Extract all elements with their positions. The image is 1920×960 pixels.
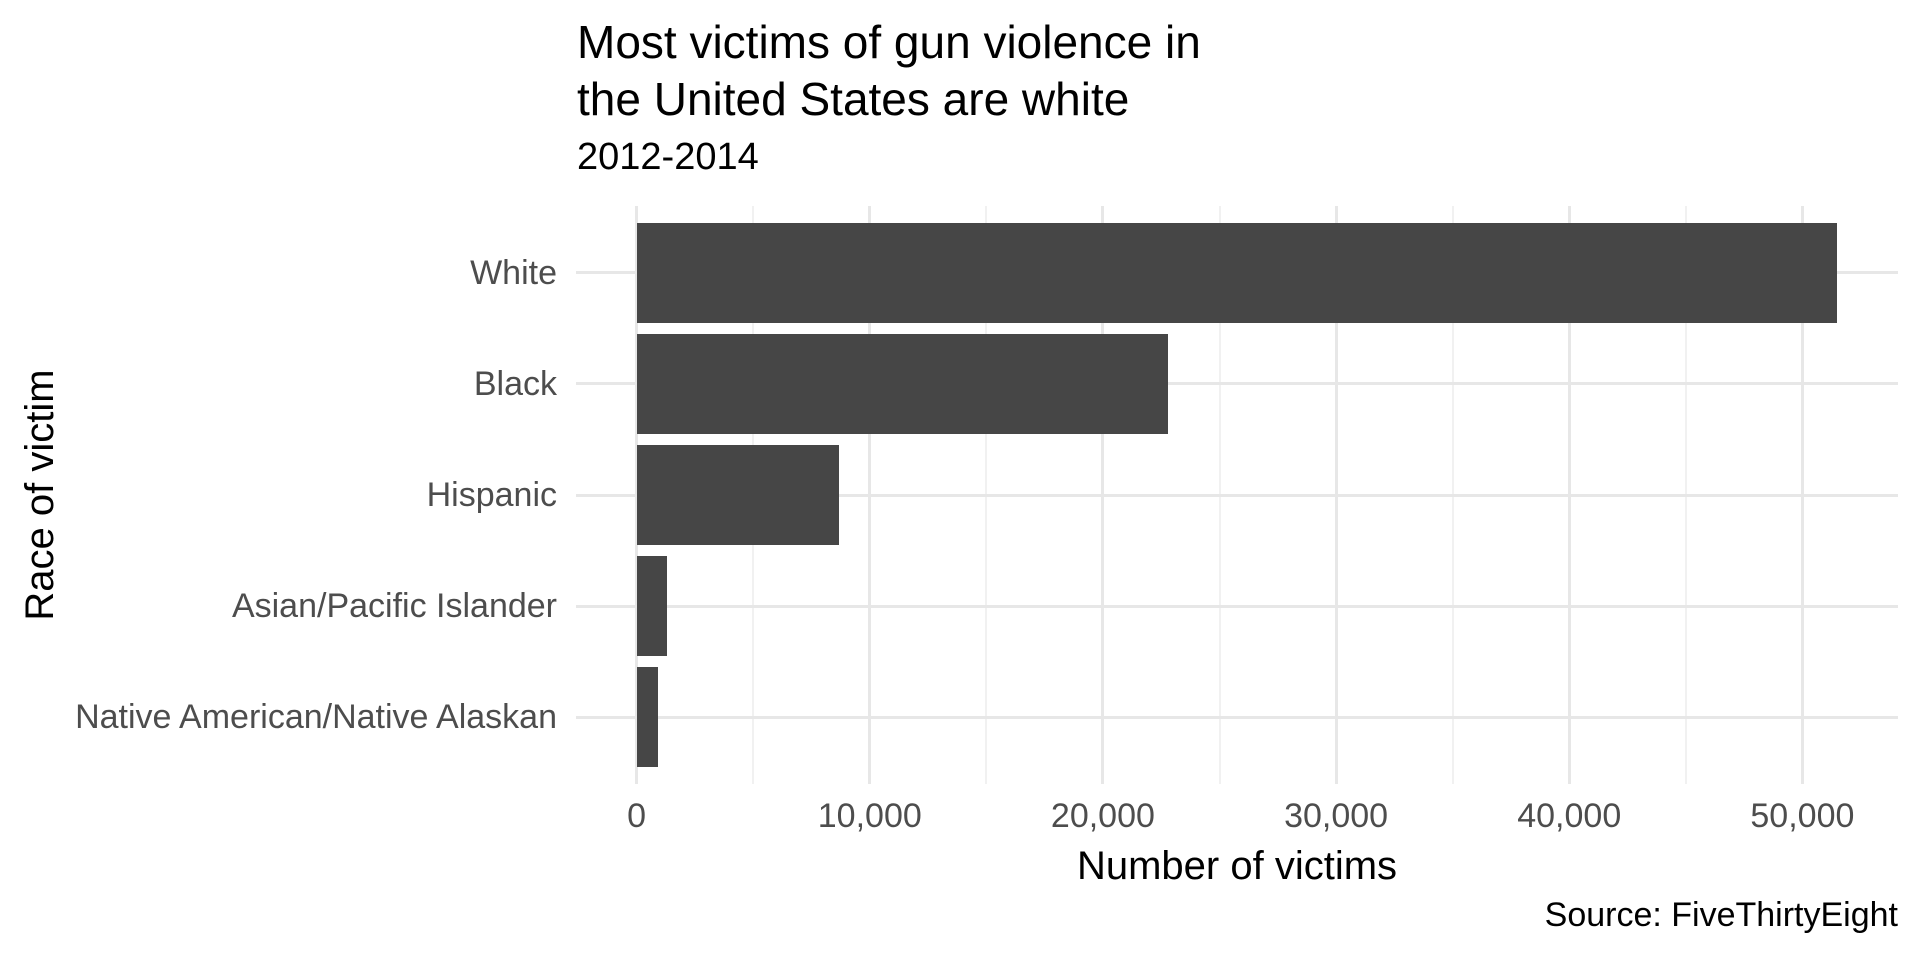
bar <box>636 667 658 768</box>
chart-subtitle: 2012-2014 <box>577 136 759 178</box>
chart-title: Most victims of gun violence in the Unit… <box>577 16 1201 125</box>
x-axis-tick-label: 10,000 <box>817 797 922 835</box>
gridline-h-major <box>576 715 1898 719</box>
y-axis-label: Asian/Pacific Islander <box>231 587 557 626</box>
plot-panel <box>576 206 1898 784</box>
x-axis-tick-label: 40,000 <box>1517 797 1622 835</box>
source-caption: Source: FiveThirtyEight <box>1544 896 1898 934</box>
x-axis-tick-labels: 0 10,000 20,000 30,000 40,000 50,000 <box>576 796 1898 840</box>
x-axis-title: Number of victims <box>1076 844 1398 888</box>
y-axis-label: Black <box>473 364 557 403</box>
x-axis-tick-label: 30,000 <box>1284 797 1389 835</box>
bar <box>636 222 1838 323</box>
x-axis-tick-label: 20,000 <box>1050 797 1155 835</box>
bar <box>636 333 1169 434</box>
x-axis-tick-label: 0 <box>627 797 647 835</box>
bar <box>636 444 840 545</box>
gridline-h-major <box>576 493 1898 497</box>
gridline-h-major <box>576 604 1898 608</box>
bar <box>636 556 667 657</box>
y-axis-label: Native American/Native Alaskan <box>75 698 557 737</box>
y-axis-label: White <box>470 253 557 292</box>
x-axis-tick-label: 50,000 <box>1750 797 1855 835</box>
y-axis-labels: White Black Hispanic Asian/Pacific Islander… <box>0 206 557 784</box>
gridline-h-major <box>576 382 1898 386</box>
y-axis-label: Hispanic <box>426 476 557 514</box>
